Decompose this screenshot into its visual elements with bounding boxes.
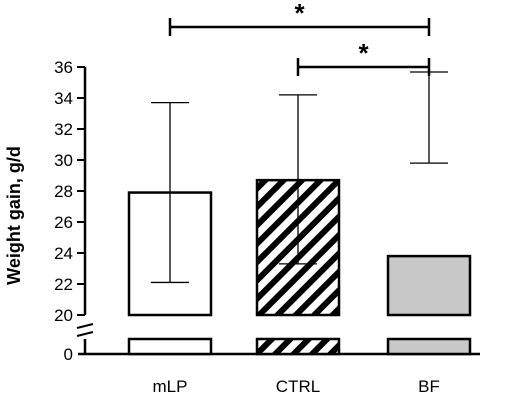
- axis-break-mark: [76, 323, 94, 329]
- y-axis-title: Weight gain, g/d: [4, 146, 24, 285]
- x-tick-label: CTRL: [276, 377, 320, 396]
- significance-label: *: [358, 38, 369, 68]
- y-tick-label: 32: [54, 120, 73, 139]
- bar-lower-segment: [127, 337, 213, 356]
- bar-lower-segment: [255, 337, 341, 356]
- x-tick-label: BF: [418, 377, 440, 396]
- y-tick-label: 26: [54, 213, 73, 232]
- y-tick-label: 36: [54, 58, 73, 77]
- x-tick-label: mLP: [153, 377, 188, 396]
- y-tick-label: 24: [54, 244, 73, 263]
- y-tick-label: 34: [54, 89, 73, 108]
- y-tick-label: 28: [54, 182, 73, 201]
- y-tick-label: 22: [54, 275, 73, 294]
- y-tick-label: 0: [64, 345, 73, 364]
- bar: [386, 254, 472, 317]
- bar-lower-segment: [386, 337, 472, 356]
- y-tick-label: 30: [54, 151, 73, 170]
- axis-break-mark: [76, 331, 94, 337]
- y-tick-label: 20: [54, 306, 73, 325]
- significance-label: *: [294, 0, 305, 28]
